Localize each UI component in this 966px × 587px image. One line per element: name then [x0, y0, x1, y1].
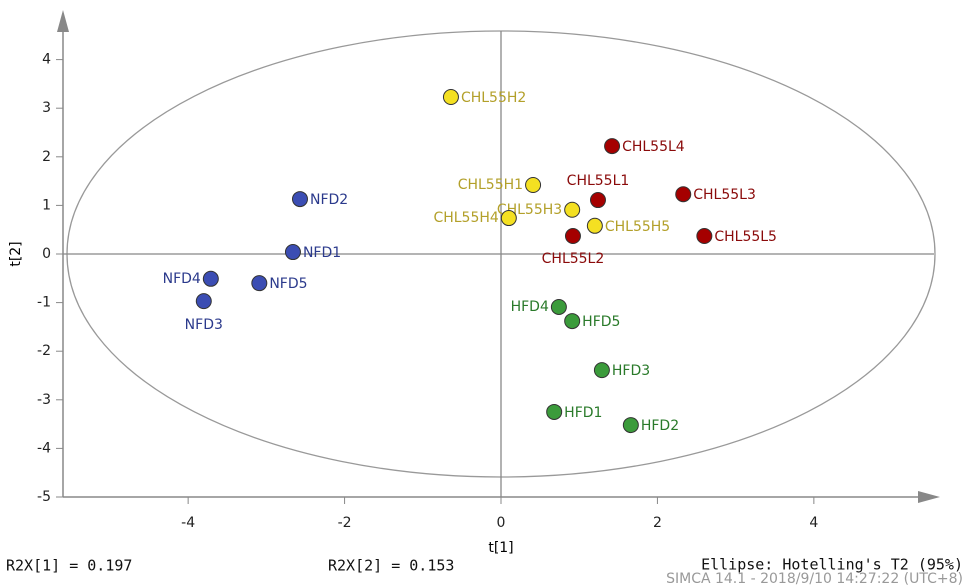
point	[550, 298, 567, 315]
point	[564, 228, 581, 245]
point-label: HFD4	[511, 299, 549, 315]
y-tick-label: -4	[37, 440, 51, 456]
point-label: HFD1	[564, 405, 602, 421]
point	[442, 89, 459, 106]
x-tick-label: -2	[338, 515, 352, 531]
y-tick-label: 2	[42, 149, 51, 165]
y-axis-title: t[2]	[8, 241, 24, 266]
point-label: CHL55L5	[714, 229, 777, 245]
y-tick-label: 4	[42, 52, 51, 68]
point-label: HFD5	[582, 314, 620, 330]
point	[622, 417, 639, 434]
point-label: NFD4	[163, 271, 201, 287]
point-label: CHL55H5	[605, 219, 670, 235]
point	[500, 210, 517, 227]
point	[564, 201, 581, 218]
point	[195, 293, 212, 310]
y-tick-label: -1	[37, 295, 51, 311]
y-tick-label: -2	[37, 343, 51, 359]
x-arrow	[918, 491, 940, 503]
ellipse-note: Ellipse: Hotelling's T2 (95%)	[701, 556, 963, 574]
point	[696, 228, 713, 245]
y-tick-label: -5	[37, 489, 51, 505]
point-label: CHL55H4	[433, 210, 498, 226]
point-label: CHL55H1	[458, 177, 523, 193]
point-label: HFD2	[641, 418, 679, 434]
point	[675, 186, 692, 203]
point-label: NFD2	[310, 192, 348, 208]
y-tick-label: 1	[42, 197, 51, 213]
x-tick-label: 0	[497, 515, 506, 531]
point-label: CHL55L2	[542, 251, 605, 267]
point	[291, 191, 308, 208]
point-label: NFD3	[185, 317, 223, 333]
point	[586, 217, 603, 234]
point	[593, 362, 610, 379]
x-axis-title: t[1]	[488, 540, 513, 556]
point	[564, 313, 581, 330]
point	[251, 275, 268, 292]
point-label: CHL55H2	[461, 90, 526, 106]
point	[589, 192, 606, 209]
point	[202, 270, 219, 287]
point	[546, 403, 563, 420]
point-label: HFD3	[612, 363, 650, 379]
point	[525, 176, 542, 193]
y-tick-label: -3	[37, 392, 51, 408]
y-tick-label: 0	[42, 246, 51, 262]
x-tick-label: 4	[809, 515, 818, 531]
point-label: CHL55L1	[567, 173, 630, 189]
point	[284, 244, 301, 261]
r2x1: R2X[1] = 0.197	[6, 557, 132, 575]
point-label: NFD5	[269, 276, 307, 292]
point-label: NFD1	[303, 245, 341, 261]
y-tick-label: 3	[42, 100, 51, 116]
stamp: SIMCA 14.1 - 2018/9/10 14:27:22 (UTC+8)	[666, 571, 963, 587]
point	[604, 138, 621, 155]
y-arrow	[57, 10, 69, 32]
point-label: CHL55L3	[693, 187, 756, 203]
x-tick-label: -4	[181, 515, 195, 531]
r2x2: R2X[2] = 0.153	[328, 557, 454, 575]
point-label: CHL55L4	[622, 139, 685, 155]
x-tick-label: 2	[653, 515, 662, 531]
